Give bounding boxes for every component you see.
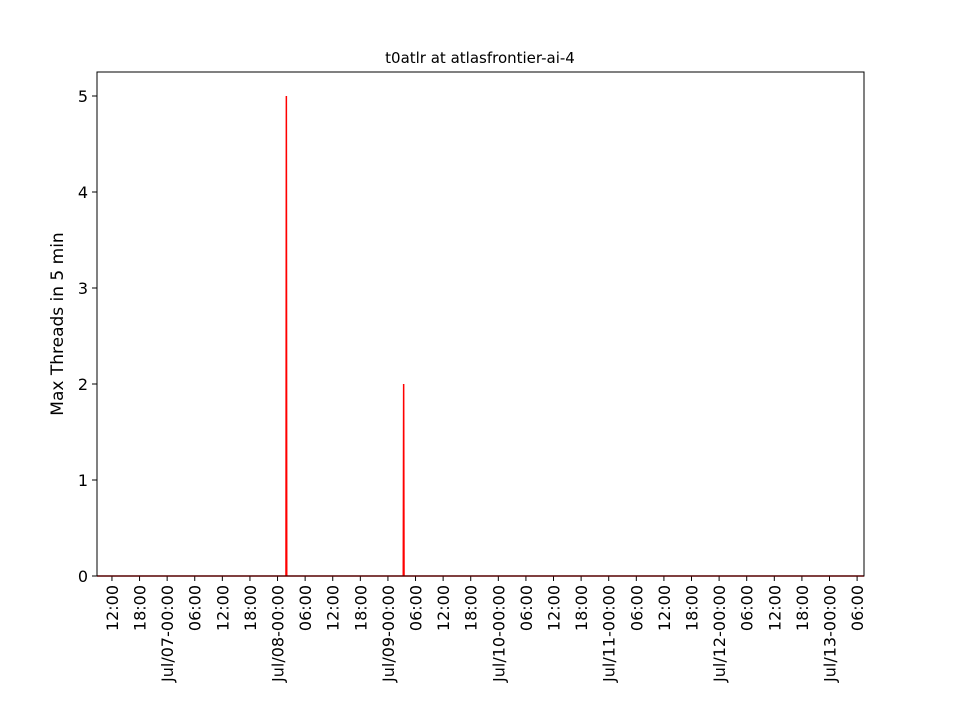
y-tick-label: 2 [78,375,88,394]
x-tick-label: 06:00 [627,585,646,631]
x-tick-label: Jul/09-00:00 [379,585,398,683]
x-tick-label: 06:00 [296,585,315,631]
x-tick-label: 06:00 [407,585,426,631]
x-tick-label: 18:00 [351,585,370,631]
x-tick-label: 12:00 [434,585,453,631]
x-tick-label: 12:00 [324,585,343,631]
x-tick-label: 18:00 [241,585,260,631]
x-tick-label: 18:00 [462,585,481,631]
x-tick-label: 18:00 [683,585,702,631]
x-tick-label: 18:00 [793,585,812,631]
x-tick-label: Jul/12-00:00 [710,585,729,683]
x-tick-label: Jul/10-00:00 [489,585,508,683]
x-tick-label: 12:00 [765,585,784,631]
x-tick-label: Jul/08-00:00 [269,585,288,683]
y-tick-label: 4 [78,183,88,202]
x-tick-label: 18:00 [131,585,150,631]
x-tick-label: 06:00 [738,585,757,631]
x-tick-label: Jul/13-00:00 [821,585,840,683]
x-tick-label: 18:00 [572,585,591,631]
line-series [97,95,864,577]
x-tick-label: Jul/11-00:00 [600,585,619,683]
x-tick-label: 12:00 [213,585,232,631]
plot-frame [96,71,865,577]
y-tick-label: 0 [78,567,88,586]
x-tick-label: 06:00 [848,585,867,631]
x-tick-label: Jul/07-00:00 [158,585,177,683]
y-tick-label: 1 [78,471,88,490]
x-tick-label: 06:00 [186,585,205,631]
y-tick-label: 3 [78,279,88,298]
y-axis-label: Max Threads in 5 min [48,232,68,415]
x-tick-label: 06:00 [517,585,536,631]
chart-title: t0atlr at atlasfrontier-ai-4 [385,49,575,67]
x-tick-label: 12:00 [545,585,564,631]
x-tick-label: 12:00 [103,585,122,631]
y-tick-label: 5 [78,87,88,106]
x-tick-label: 12:00 [655,585,674,631]
